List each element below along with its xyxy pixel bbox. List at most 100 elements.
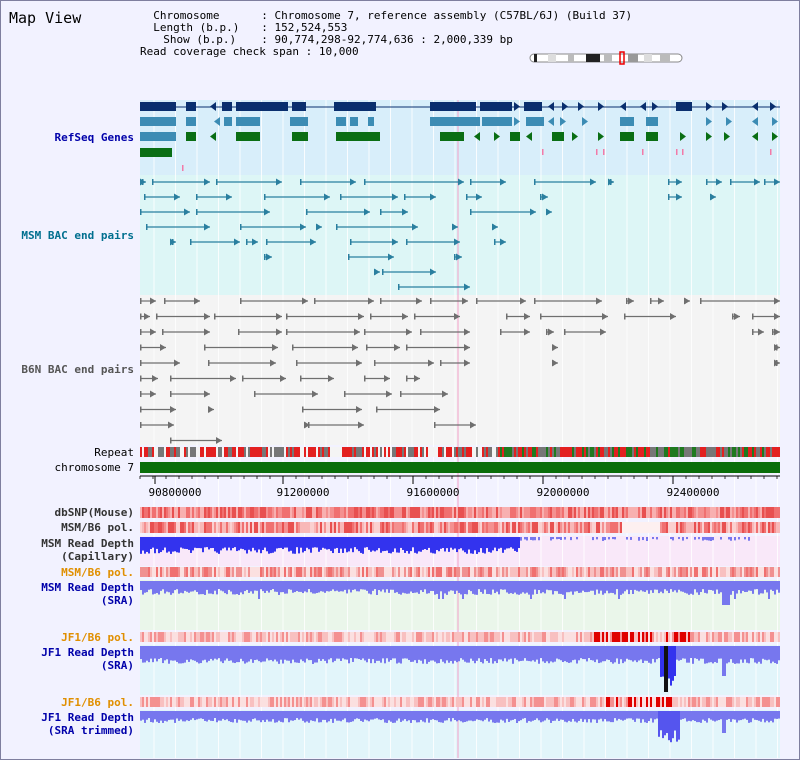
gene-arrow[interactable]: [560, 117, 566, 126]
gene-exon[interactable]: [186, 132, 196, 141]
jf1-depth-sra-bar: [318, 646, 320, 659]
gene-arrow[interactable]: [474, 132, 480, 141]
jf1-depth-sra-bar: [234, 646, 236, 664]
gene-exon[interactable]: [480, 102, 512, 111]
gene-exon[interactable]: [236, 117, 260, 126]
msm-bac-end-arrow: [392, 238, 398, 246]
gene-arrow[interactable]: [578, 102, 584, 111]
jf1-depth-trimmed-bar: [678, 711, 680, 740]
gene-exon[interactable]: [334, 102, 376, 111]
msm-bac-end: [404, 194, 406, 200]
jf1-pol-strip-2-cell: [320, 697, 322, 707]
gene-exon[interactable]: [646, 117, 658, 126]
gene-arrow[interactable]: [726, 117, 732, 126]
track-label-b6n-bac[interactable]: B6N BAC end pairs: [21, 363, 134, 376]
msm-depth-sra-bar: [412, 581, 414, 593]
gene-exon[interactable]: [224, 117, 232, 126]
jf1-depth-sra-bar: [456, 646, 458, 663]
gene-exon[interactable]: [186, 117, 196, 126]
gene-exon[interactable]: [140, 148, 172, 157]
msm-pol-strip-1-cell: [410, 522, 412, 533]
gene-exon[interactable]: [236, 102, 288, 111]
jf1-depth-sra-bar: [256, 646, 258, 660]
msm-pol-strip-2-cell: [688, 567, 690, 577]
gene-arrow[interactable]: [494, 132, 500, 141]
gene-arrow[interactable]: [548, 102, 554, 111]
gene-exon[interactable]: [440, 132, 464, 141]
gene-arrow[interactable]: [680, 132, 686, 141]
gene-exon[interactable]: [140, 132, 176, 141]
gene-arrow[interactable]: [772, 132, 778, 141]
gene-arrow[interactable]: [752, 132, 758, 141]
gene-arrow[interactable]: [562, 102, 568, 111]
gene-arrow[interactable]: [620, 102, 626, 111]
gene-arrow[interactable]: [572, 132, 578, 141]
msm-depth-sra-bar: [424, 581, 426, 590]
b6n-bac-end-arrow: [368, 297, 374, 305]
dbsnp-strip-cell: [720, 507, 722, 518]
gene-arrow[interactable]: [706, 132, 712, 141]
gene-arrow[interactable]: [772, 117, 778, 126]
msm-pol-strip-2-cell: [566, 567, 568, 577]
gene-arrow[interactable]: [752, 117, 758, 126]
gene-exon[interactable]: [430, 117, 480, 126]
gene-arrow[interactable]: [210, 132, 216, 141]
gene-exon[interactable]: [140, 117, 176, 126]
gene-arrow[interactable]: [210, 102, 216, 111]
gene-arrow[interactable]: [652, 102, 658, 111]
gene-arrow[interactable]: [752, 102, 758, 111]
gene-arrow[interactable]: [582, 117, 588, 126]
gene-exon[interactable]: [236, 132, 260, 141]
gene-exon[interactable]: [222, 102, 232, 111]
jf1-pol-strip-1-cell: [262, 632, 264, 642]
repeat-segment: [774, 447, 776, 457]
gene-arrow[interactable]: [526, 132, 532, 141]
gene-exon[interactable]: [524, 102, 542, 111]
jf1-depth-sra-bar: [764, 646, 766, 660]
gene-exon[interactable]: [186, 102, 196, 111]
gene-exon[interactable]: [526, 117, 544, 126]
gene-exon[interactable]: [510, 132, 520, 141]
gene-arrow[interactable]: [640, 102, 646, 111]
gene-arrow[interactable]: [598, 132, 604, 141]
gene-exon[interactable]: [620, 117, 634, 126]
track-label-refseq[interactable]: RefSeq Genes: [54, 131, 134, 144]
track-label-msm-bac[interactable]: MSM BAC end pairs: [21, 229, 134, 242]
msm-depth-sra-bar: [182, 581, 184, 594]
gene-exon[interactable]: [676, 102, 692, 111]
gene-arrow[interactable]: [722, 102, 728, 111]
gene-arrow[interactable]: [598, 102, 604, 111]
gene-exon[interactable]: [620, 132, 634, 141]
jf1-depth-trimmed-bar: [470, 711, 472, 721]
jf1-depth-sra-bar: [140, 646, 142, 660]
gene-exon[interactable]: [552, 132, 564, 141]
gene-exon[interactable]: [290, 117, 308, 126]
gene-arrow[interactable]: [770, 102, 776, 111]
gene-exon[interactable]: [336, 117, 346, 126]
gene-arrow[interactable]: [548, 117, 554, 126]
gene-exon[interactable]: [336, 132, 380, 141]
gene-exon[interactable]: [292, 102, 306, 111]
jf1-pol-strip-1-cell: [412, 632, 414, 642]
msm-pol-strip-1-cell: [268, 522, 270, 533]
gene-arrow[interactable]: [724, 132, 730, 141]
jf1-depth-sra-bar: [334, 646, 336, 661]
gene-exon[interactable]: [482, 117, 512, 126]
gene-exon[interactable]: [646, 132, 658, 141]
gene-arrow[interactable]: [706, 102, 712, 111]
gene-exon[interactable]: [430, 102, 476, 111]
gene-exon[interactable]: [292, 132, 308, 141]
gene-arrow[interactable]: [706, 117, 712, 126]
dbsnp-strip-cell: [146, 507, 148, 518]
jf1-pol-strip-1-cell: [354, 632, 356, 642]
msm-depth-sra-bar: [222, 581, 224, 592]
gene-exon[interactable]: [140, 102, 176, 111]
gene-exon[interactable]: [368, 117, 374, 126]
gene-arrow[interactable]: [514, 117, 520, 126]
dbsnp-strip-cell: [512, 507, 514, 518]
msm-pol-strip-2-cell: [342, 567, 344, 577]
gene-arrow[interactable]: [514, 102, 520, 111]
gene-arrow[interactable]: [214, 117, 220, 126]
gene-exon[interactable]: [350, 117, 358, 126]
